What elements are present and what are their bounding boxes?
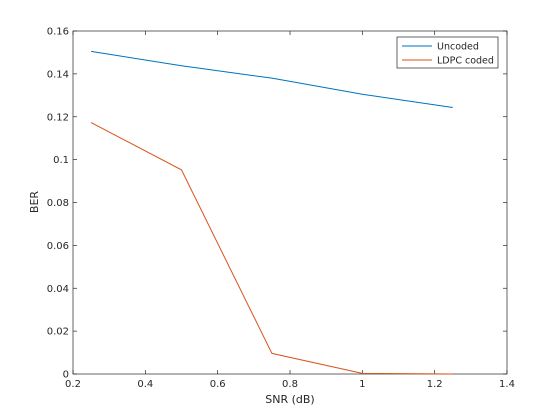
legend-label-ldpc-coded: LDPC coded	[437, 56, 494, 67]
x-tick-label: 0.2	[65, 379, 81, 390]
y-tick-label: 0.02	[47, 327, 69, 338]
x-tick-label: 1.4	[499, 379, 515, 390]
y-tick-label: 0.12	[47, 112, 69, 123]
x-tick-label: 0.4	[137, 379, 153, 390]
x-axis-label: SNR (dB)	[265, 393, 314, 406]
series-layer	[90, 50, 453, 375]
y-tick-label: 0.1	[53, 155, 69, 166]
y-tick-label: 0.08	[47, 198, 69, 209]
plot-area	[72, 30, 508, 375]
y-tick-label: 0.04	[47, 284, 69, 295]
y-tick-label: 0.14	[47, 69, 69, 80]
x-tick-label: 1.2	[427, 379, 443, 390]
legend-label-uncoded: Uncoded	[437, 42, 479, 53]
series-line-uncoded	[91, 50, 453, 109]
y-tick-label: 0.06	[47, 241, 69, 252]
series-line-ldpc-coded	[90, 122, 453, 375]
legend-box	[396, 36, 499, 69]
x-tick-label: 0.6	[210, 379, 226, 390]
x-tick-label: 1	[359, 379, 365, 390]
legend: Uncoded LDPC coded	[396, 36, 499, 69]
x-tick-label: 0.8	[282, 379, 298, 390]
y-tick-label: 0	[63, 370, 69, 381]
ticks-layer: 0.2 0.4 0.6 0.8 1 1.2 1.4 0 0.02 0.04 0.06 0.08 0.1 0…	[47, 27, 515, 391]
y-axis-label: BER	[28, 191, 41, 213]
y-tick-label: 0.16	[47, 27, 69, 38]
